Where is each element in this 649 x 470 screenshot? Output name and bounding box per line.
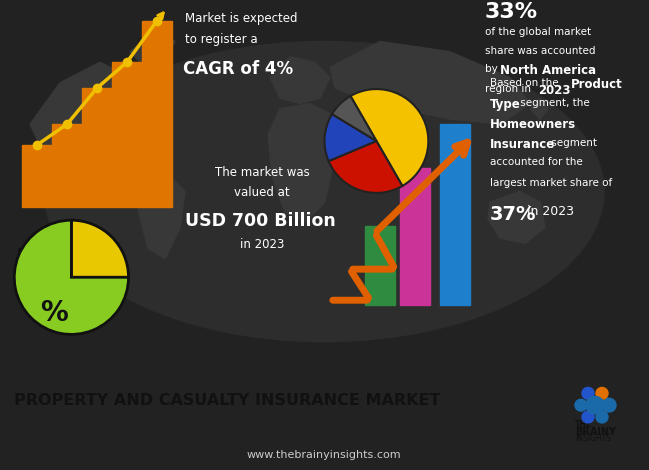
Bar bbox=[45, 265, 51, 294]
Bar bbox=[440, 124, 470, 306]
Text: accounted for the: accounted for the bbox=[490, 157, 583, 167]
Text: Type: Type bbox=[490, 98, 520, 111]
Text: INSIGHTS: INSIGHTS bbox=[575, 433, 611, 443]
Text: CAGR of 4%: CAGR of 4% bbox=[183, 60, 293, 78]
Text: Insurance: Insurance bbox=[490, 138, 556, 151]
Circle shape bbox=[575, 400, 587, 411]
Bar bbox=[52, 124, 82, 207]
Text: %: % bbox=[40, 299, 68, 327]
Text: Product: Product bbox=[571, 78, 623, 91]
Polygon shape bbox=[270, 57, 330, 103]
Text: 2023: 2023 bbox=[538, 84, 570, 97]
Circle shape bbox=[582, 411, 594, 423]
Bar bbox=[112, 62, 142, 207]
Polygon shape bbox=[488, 192, 545, 243]
Text: of the global market: of the global market bbox=[485, 27, 591, 37]
Bar bbox=[82, 88, 112, 207]
Wedge shape bbox=[71, 220, 129, 277]
Circle shape bbox=[582, 387, 594, 399]
Polygon shape bbox=[395, 124, 425, 165]
Text: valued at: valued at bbox=[234, 186, 290, 199]
Text: USD 700 Billion: USD 700 Billion bbox=[184, 212, 336, 230]
Wedge shape bbox=[14, 220, 129, 335]
Bar bbox=[365, 226, 395, 306]
Text: 33%: 33% bbox=[485, 2, 538, 22]
Bar bbox=[400, 168, 430, 306]
Circle shape bbox=[586, 396, 604, 414]
Polygon shape bbox=[130, 31, 175, 67]
Text: segment: segment bbox=[548, 138, 597, 148]
Text: Market is expected: Market is expected bbox=[185, 12, 297, 25]
Text: in 2023: in 2023 bbox=[240, 238, 284, 251]
Polygon shape bbox=[330, 41, 530, 124]
Text: 37%: 37% bbox=[490, 205, 537, 224]
Circle shape bbox=[596, 387, 608, 399]
Text: BRAINY: BRAINY bbox=[575, 427, 616, 437]
Text: by: by bbox=[485, 64, 501, 74]
Text: The market was: The market was bbox=[215, 165, 310, 179]
Wedge shape bbox=[324, 114, 376, 161]
Bar bbox=[73, 265, 79, 294]
Circle shape bbox=[596, 411, 608, 423]
Text: www.thebrainyinsights.com: www.thebrainyinsights.com bbox=[247, 450, 401, 460]
Polygon shape bbox=[31, 261, 99, 295]
Ellipse shape bbox=[44, 41, 604, 342]
Polygon shape bbox=[268, 103, 335, 223]
Text: segment, the: segment, the bbox=[517, 98, 590, 109]
Text: PROPERTY AND CASUALTY INSURANCE MARKET: PROPERTY AND CASUALTY INSURANCE MARKET bbox=[14, 393, 441, 408]
Text: to register a: to register a bbox=[185, 33, 258, 46]
Polygon shape bbox=[135, 176, 185, 259]
Text: region in: region in bbox=[485, 84, 534, 94]
Text: share was accounted: share was accounted bbox=[485, 46, 596, 55]
Text: North America: North America bbox=[500, 64, 596, 77]
Bar bbox=[142, 21, 172, 207]
Wedge shape bbox=[332, 96, 376, 141]
Wedge shape bbox=[350, 89, 428, 186]
Text: in 2023: in 2023 bbox=[523, 205, 574, 218]
Text: largest market share of: largest market share of bbox=[490, 178, 612, 188]
Text: Homeowners: Homeowners bbox=[490, 118, 576, 131]
Text: Based on the: Based on the bbox=[490, 78, 562, 87]
Circle shape bbox=[602, 399, 616, 412]
Polygon shape bbox=[30, 62, 155, 181]
Text: THE: THE bbox=[575, 420, 592, 429]
Polygon shape bbox=[530, 98, 548, 119]
Wedge shape bbox=[328, 141, 402, 193]
Bar bbox=[22, 145, 52, 207]
Bar bbox=[59, 265, 65, 294]
